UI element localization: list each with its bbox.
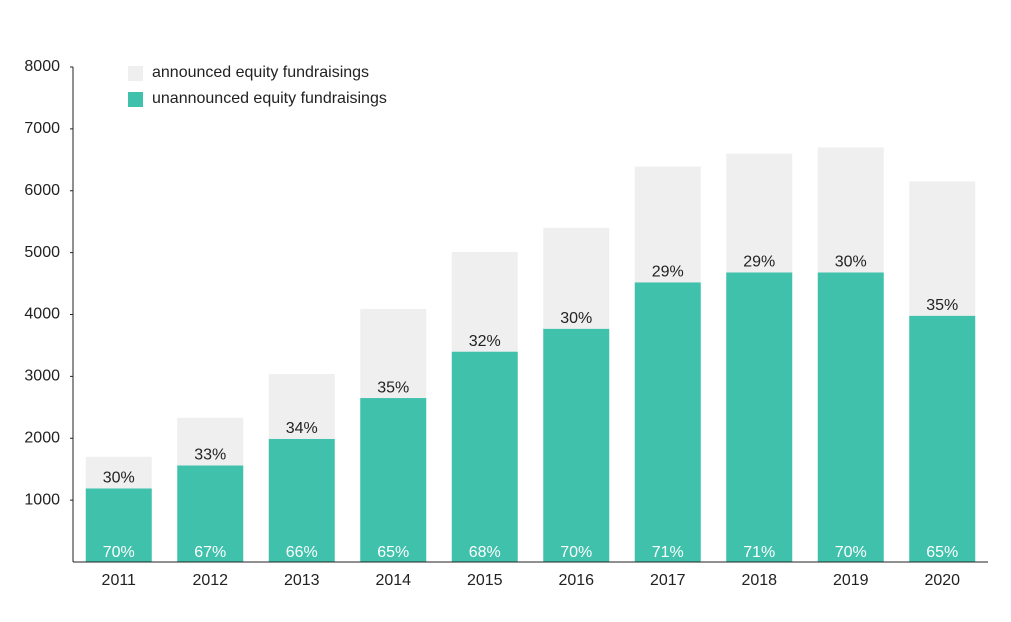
x-tick-label: 2018: [741, 572, 777, 589]
bar-segment: [268, 438, 335, 562]
percent-label: 66%: [286, 544, 318, 561]
y-tick-label: 6000: [24, 182, 60, 199]
percent-label: 35%: [926, 297, 958, 314]
percent-label: 65%: [926, 544, 958, 561]
bar-segment: [360, 398, 427, 562]
bar-segment: [360, 308, 427, 399]
bar-segment: [634, 166, 701, 283]
y-tick-label: 2000: [24, 429, 60, 446]
y-tick-label: 8000: [24, 58, 60, 75]
percent-label: 32%: [469, 333, 501, 350]
percent-label: 30%: [560, 310, 592, 327]
x-tick-label: 2015: [467, 572, 503, 589]
bar-segment: [451, 252, 518, 352]
bar-segment: [543, 227, 610, 329]
x-tick-label: 2016: [558, 572, 594, 589]
x-tick-label: 2013: [284, 572, 320, 589]
percent-label: 71%: [743, 544, 775, 561]
percent-label: 29%: [652, 264, 684, 281]
legend-swatch: [128, 92, 143, 107]
legend-label: announced equity fundraisings: [152, 64, 369, 81]
percent-label: 29%: [743, 254, 775, 271]
percent-label: 33%: [194, 447, 226, 464]
percent-label: 67%: [194, 544, 226, 561]
percent-label: 70%: [835, 544, 867, 561]
bar-segment: [909, 315, 976, 562]
bar-segment: [177, 417, 244, 466]
bar-segment: [268, 373, 335, 439]
x-tick-label: 2014: [375, 572, 411, 589]
y-tick-label: 7000: [24, 120, 60, 137]
percent-label: 30%: [103, 470, 135, 487]
percent-label: 65%: [377, 544, 409, 561]
percent-label: 30%: [835, 254, 867, 271]
x-tick-label: 2012: [192, 572, 228, 589]
bar-segment: [817, 272, 884, 562]
x-tick-label: 2019: [833, 572, 869, 589]
x-tick-label: 2011: [102, 572, 137, 589]
bar-segment: [177, 465, 244, 562]
percent-label: 70%: [103, 544, 135, 561]
percent-label: 71%: [652, 544, 684, 561]
bar-segment: [451, 351, 518, 562]
y-tick-label: 4000: [24, 306, 60, 323]
x-tick-label: 2020: [924, 572, 960, 589]
bar-segment: [726, 153, 793, 273]
bar-segment: [817, 147, 884, 273]
legend-swatch: [128, 66, 143, 81]
bar-segment: [85, 488, 152, 562]
percent-label: 35%: [377, 379, 409, 396]
bar-segment: [85, 456, 152, 489]
bar-segment: [726, 272, 793, 562]
bar-segment: [634, 282, 701, 562]
percent-label: 34%: [286, 420, 318, 437]
legend-label: unannounced equity fundraisings: [152, 90, 387, 107]
bar-segment: [543, 328, 610, 562]
bar-segment: [909, 181, 976, 316]
percent-label: 68%: [469, 544, 501, 561]
y-tick-label: 1000: [24, 491, 60, 508]
y-tick-label: 3000: [24, 368, 60, 385]
percent-label: 70%: [560, 544, 592, 561]
x-tick-label: 2017: [650, 572, 686, 589]
y-tick-label: 5000: [24, 244, 60, 261]
